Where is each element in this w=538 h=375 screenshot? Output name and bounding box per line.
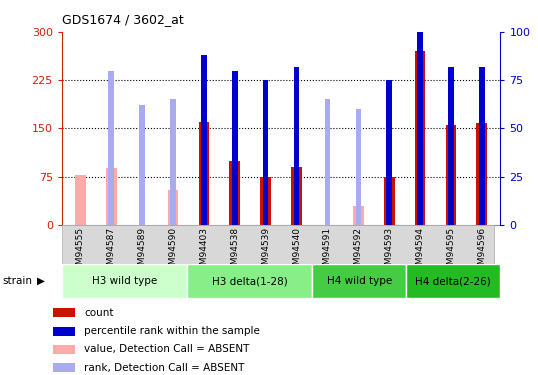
Text: percentile rank within the sample: percentile rank within the sample — [84, 326, 260, 336]
Bar — [229, 160, 240, 225]
Bar — [384, 177, 394, 225]
Text: GSM94592: GSM94592 — [354, 227, 363, 276]
Bar — [353, 206, 364, 225]
Text: GSM94593: GSM94593 — [385, 227, 394, 276]
Bar — [313, 264, 406, 298]
Text: GSM94589: GSM94589 — [138, 227, 147, 276]
Text: GSM94596: GSM94596 — [477, 227, 486, 276]
Text: H4 wild type: H4 wild type — [327, 276, 392, 286]
Bar — [53, 363, 74, 372]
Bar — [448, 67, 454, 225]
Text: rank, Detection Call = ABSENT: rank, Detection Call = ABSENT — [84, 363, 245, 373]
Bar — [187, 264, 313, 298]
Bar — [263, 80, 268, 225]
Text: GSM94403: GSM94403 — [200, 227, 208, 276]
Bar — [324, 99, 330, 225]
Bar — [386, 80, 392, 225]
Bar — [260, 177, 271, 225]
Bar — [62, 264, 187, 298]
Text: GSM94594: GSM94594 — [415, 227, 424, 276]
Bar — [199, 122, 209, 225]
Text: GSM94539: GSM94539 — [261, 227, 270, 276]
Text: count: count — [84, 308, 114, 318]
Bar — [53, 327, 74, 336]
Bar — [415, 51, 426, 225]
Bar — [75, 176, 86, 225]
Bar — [139, 105, 145, 225]
Text: GSM94591: GSM94591 — [323, 227, 332, 276]
Bar — [232, 70, 238, 225]
Bar — [291, 167, 302, 225]
Text: H4 delta(2-26): H4 delta(2-26) — [415, 276, 491, 286]
Text: value, Detection Call = ABSENT: value, Detection Call = ABSENT — [84, 344, 250, 354]
Bar — [106, 168, 117, 225]
Bar — [170, 99, 176, 225]
Text: GSM94538: GSM94538 — [230, 227, 239, 276]
Bar — [479, 67, 485, 225]
Text: GSM94587: GSM94587 — [107, 227, 116, 276]
Bar — [168, 190, 179, 225]
Text: GSM94590: GSM94590 — [168, 227, 178, 276]
Bar — [445, 125, 456, 225]
Text: ▶: ▶ — [37, 276, 45, 286]
Bar — [417, 0, 423, 225]
Text: strain: strain — [3, 276, 33, 286]
Bar — [109, 70, 114, 225]
Text: H3 delta(1-28): H3 delta(1-28) — [212, 276, 288, 286]
Bar — [201, 55, 207, 225]
Text: GDS1674 / 3602_at: GDS1674 / 3602_at — [62, 13, 183, 26]
Bar — [294, 67, 299, 225]
Bar — [356, 109, 361, 225]
Bar — [53, 309, 74, 317]
Text: H3 wild type: H3 wild type — [92, 276, 157, 286]
Text: GSM94540: GSM94540 — [292, 227, 301, 276]
Text: GSM94555: GSM94555 — [76, 227, 85, 276]
Bar — [477, 123, 487, 225]
Bar — [406, 264, 500, 298]
Text: GSM94595: GSM94595 — [447, 227, 456, 276]
Bar — [53, 345, 74, 354]
